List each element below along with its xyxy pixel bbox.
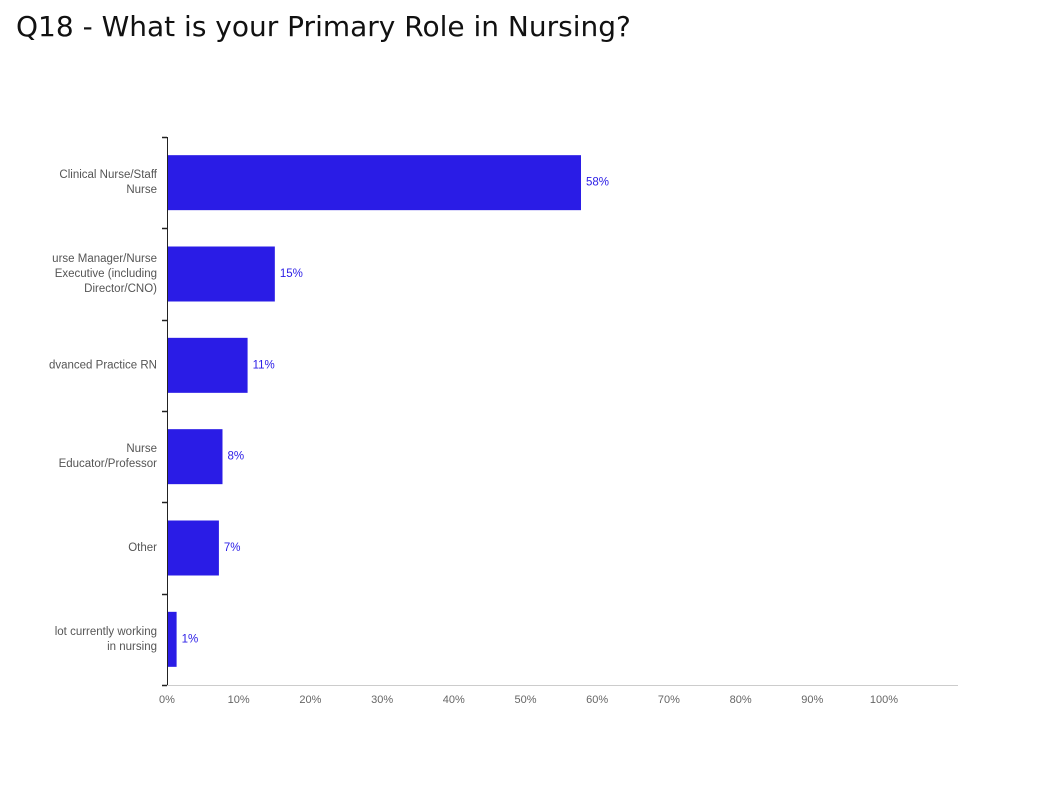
x-tick-labels: 0% 10% 20% 30% 40% 50% 60% 70% 80% 90% 100% bbox=[159, 694, 898, 706]
data-label: 11% bbox=[253, 359, 275, 371]
x-tick-label: 40% bbox=[443, 694, 465, 706]
category-label: Other bbox=[128, 542, 157, 554]
data-label: 1% bbox=[182, 633, 199, 645]
slide-title: Q18 - What is your Primary Role in Nursi… bbox=[16, 10, 631, 43]
x-tick-label: 80% bbox=[730, 694, 752, 706]
category-label: Nurse Educator/Professor bbox=[59, 443, 158, 470]
category-label: urse Manager/Nurse Executive (including Di… bbox=[52, 253, 157, 295]
bar bbox=[168, 155, 581, 211]
x-tick-label: 50% bbox=[514, 694, 536, 706]
bar bbox=[168, 611, 177, 667]
category-label: Clinical Nurse/Staff Nurse bbox=[59, 169, 157, 196]
x-tick-label: 70% bbox=[658, 694, 680, 706]
bar bbox=[168, 337, 248, 393]
x-tick-label: 100% bbox=[870, 694, 898, 706]
data-labels: 58% 15% 11% 8% 7% 1% bbox=[182, 177, 609, 646]
data-label: 7% bbox=[224, 542, 241, 554]
bar bbox=[168, 429, 223, 485]
bar bbox=[168, 246, 275, 302]
x-tick-label: 90% bbox=[801, 694, 823, 706]
x-tick-label: 0% bbox=[159, 694, 175, 706]
x-tick-label: 30% bbox=[371, 694, 393, 706]
chart-axes bbox=[162, 136, 958, 687]
data-label: 58% bbox=[586, 177, 609, 189]
x-tick-label: 10% bbox=[228, 694, 250, 706]
data-label: 8% bbox=[227, 451, 244, 463]
bar bbox=[168, 520, 219, 576]
chart-bars bbox=[168, 155, 581, 667]
x-tick-label: 60% bbox=[586, 694, 608, 706]
x-tick-label: 20% bbox=[299, 694, 321, 706]
category-label: lot currently working in nursing bbox=[55, 626, 157, 653]
category-label: dvanced Practice RN bbox=[49, 359, 157, 371]
category-labels: Clinical Nurse/Staff Nurse urse Manager/Nu… bbox=[49, 169, 158, 653]
data-label: 15% bbox=[280, 268, 303, 280]
